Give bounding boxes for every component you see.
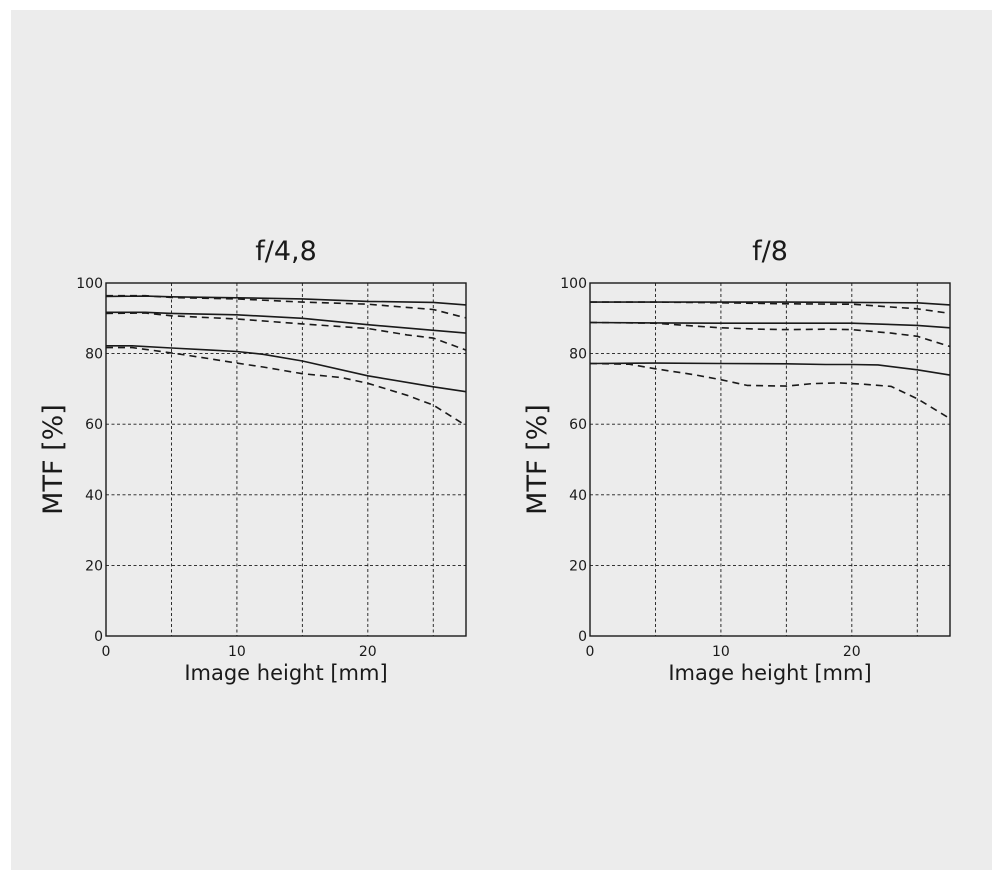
y-tick-label: 100 [560,276,587,292]
x-tick-label: 20 [843,644,861,660]
plot-frame [105,282,467,637]
mtf-curve-dashed [590,301,951,315]
y-tick-label: 60 [569,417,587,433]
plot-frame [589,282,951,637]
mtf-curve-solid [106,311,467,334]
y-axis-label: MTF [%] [522,404,553,515]
y-tick-label: 100 [76,276,103,292]
x-axis-label: Image height [mm] [184,661,387,685]
mtf-curve-solid [105,295,467,306]
x-tick-label: 0 [102,644,111,660]
x-tick-label: 10 [712,644,730,660]
mtf-curve-dashed [589,321,951,348]
figure-panel [11,10,992,870]
y-tick-label: 80 [569,347,587,363]
x-tick-label: 0 [586,644,595,660]
y-tick-label: 0 [578,629,587,645]
chart-title: f/4,8 [255,236,317,267]
mtf-curve-solid [106,345,467,393]
chart-title: f/8 [752,236,788,267]
mtf-curve-dashed [105,312,467,351]
x-axis-label: Image height [mm] [668,661,871,685]
y-tick-label: 40 [85,488,103,504]
mtf-curve-dashed [106,294,467,319]
y-tick-label: 80 [85,347,103,363]
y-tick-label: 20 [85,558,103,574]
y-tick-label: 40 [569,488,587,504]
mtf-curve-dashed [589,362,951,420]
y-tick-label: 0 [94,629,103,645]
y-axis-label: MTF [%] [38,404,69,515]
x-tick-label: 10 [228,644,246,660]
mtf-curve-solid [589,362,951,376]
y-tick-label: 60 [85,417,103,433]
x-tick-label: 20 [359,644,377,660]
y-tick-label: 20 [569,558,587,574]
